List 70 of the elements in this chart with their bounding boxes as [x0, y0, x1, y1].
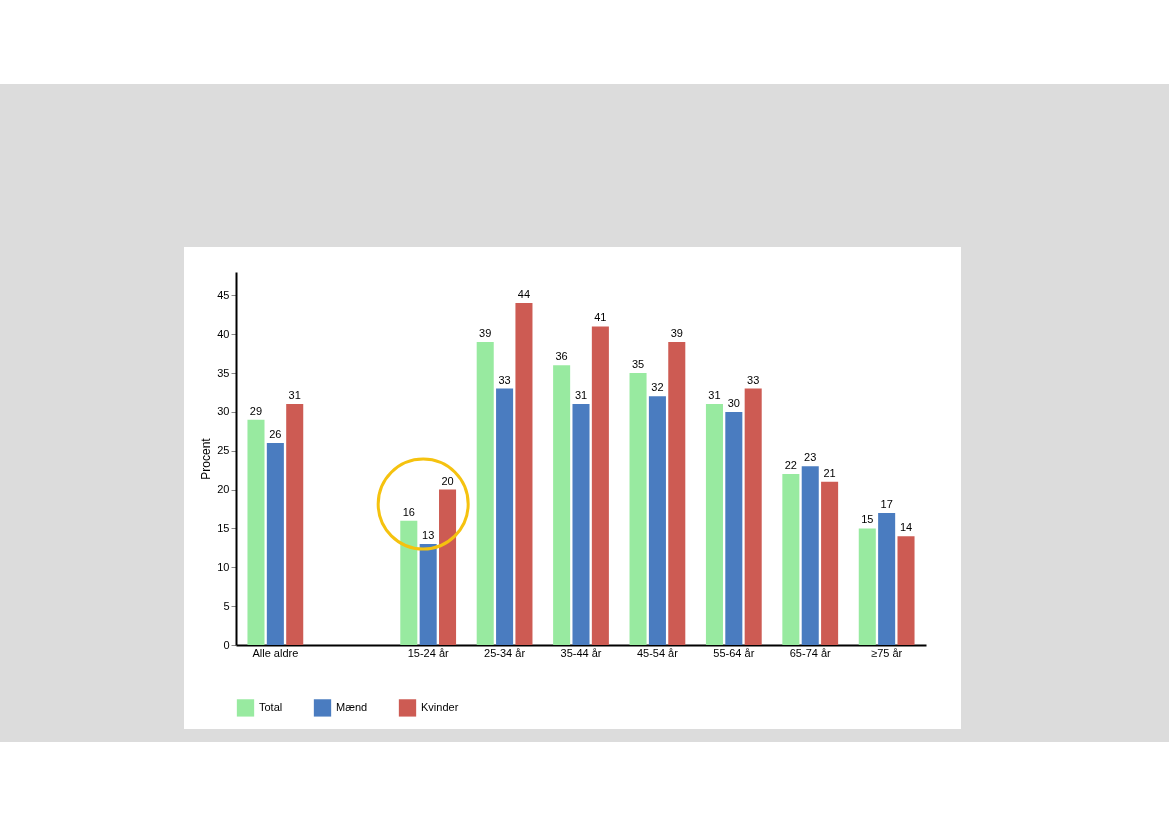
- y-tick-label: 20: [217, 483, 230, 496]
- legend-label: Kvinder: [421, 700, 459, 713]
- bar: [439, 489, 457, 645]
- data-label: 41: [594, 311, 607, 324]
- x-tick-label: 55-64 år: [713, 646, 755, 659]
- legend-label: Mænd: [336, 700, 368, 713]
- y-tick-label: 15: [217, 521, 230, 534]
- data-label: 31: [708, 389, 721, 402]
- data-label: 44: [517, 288, 531, 301]
- bar: [629, 373, 647, 645]
- bar: [496, 388, 514, 645]
- data-label: 29: [249, 404, 263, 417]
- bar: [725, 411, 743, 645]
- bar: [572, 404, 590, 645]
- x-tick-label: ≥75 år: [871, 646, 903, 659]
- bar: [878, 512, 896, 645]
- y-tick-label: 25: [217, 444, 230, 457]
- data-label: 13: [422, 528, 435, 541]
- y-tick-label: 30: [217, 405, 230, 418]
- data-label: 33: [498, 373, 511, 386]
- bar: [782, 474, 800, 645]
- x-tick-label: 35-44 år: [560, 646, 602, 659]
- y-tick-label: 35: [217, 366, 230, 379]
- y-tick-label: 5: [223, 599, 230, 612]
- bar: [286, 404, 304, 645]
- data-label: 16: [402, 505, 415, 518]
- bar: [591, 326, 609, 645]
- data-label: 14: [899, 521, 913, 534]
- bar: [821, 481, 839, 645]
- data-label: 17: [880, 497, 893, 510]
- y-tick-label: 40: [217, 327, 230, 340]
- data-label: 23: [804, 451, 817, 464]
- x-tick-label: 45-54 år: [636, 646, 679, 659]
- data-label: 31: [288, 389, 301, 402]
- data-label: 21: [823, 466, 836, 479]
- data-label: 36: [555, 350, 568, 363]
- x-tick-label: 65-74 år: [789, 646, 832, 659]
- bar: [476, 341, 494, 645]
- x-tick-label: Alle aldre: [252, 646, 299, 659]
- data-label: 39: [670, 326, 683, 339]
- bar: [247, 419, 265, 645]
- x-tick-label: 25-34 år: [484, 646, 526, 659]
- data-label: 15: [861, 513, 874, 526]
- bar: [897, 536, 915, 645]
- bar: [419, 543, 437, 645]
- bar: [515, 303, 533, 645]
- bar: [648, 396, 666, 645]
- bar: [858, 528, 876, 645]
- data-label: 20: [441, 474, 454, 487]
- legend-label: Total: [259, 700, 283, 713]
- bar: [266, 442, 284, 645]
- bar: [744, 388, 762, 645]
- bar: [400, 520, 418, 645]
- data-label: 30: [727, 396, 740, 409]
- bar: [668, 341, 686, 645]
- bar: [801, 466, 819, 645]
- y-axis-title: Procent: [199, 437, 214, 480]
- data-label: 33: [747, 373, 760, 386]
- y-tick-label: 0: [223, 638, 230, 651]
- y-tick-label: 45: [217, 288, 230, 301]
- data-label: 39: [479, 326, 492, 339]
- x-tick-label: 15-24 år: [407, 646, 449, 659]
- data-label: 22: [784, 459, 797, 472]
- data-label: 31: [574, 389, 588, 402]
- bar: [705, 404, 723, 645]
- data-label: 26: [269, 427, 282, 440]
- y-tick-label: 10: [217, 560, 230, 573]
- data-label: 32: [651, 381, 664, 394]
- bar: [553, 365, 571, 645]
- data-label: 35: [631, 358, 645, 371]
